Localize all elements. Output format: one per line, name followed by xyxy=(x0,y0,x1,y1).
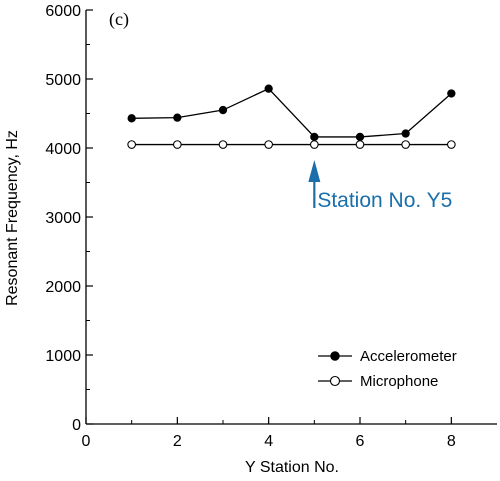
x-tick-label: 2 xyxy=(173,433,182,450)
ticks: 0 1000 2000 3000 4000 5000 6000 0 2 4 6 8 xyxy=(45,3,455,450)
data-point xyxy=(401,129,410,138)
data-point xyxy=(264,84,273,93)
y-tick-label: 5000 xyxy=(45,72,81,89)
data-point xyxy=(127,114,136,123)
data-point xyxy=(355,140,365,149)
data-point xyxy=(310,132,319,142)
y-tick-label: 4000 xyxy=(45,141,81,158)
data-point xyxy=(401,140,411,149)
y-tick-label: 2000 xyxy=(45,279,81,296)
series-line xyxy=(131,87,452,138)
legend-marker xyxy=(329,375,341,387)
annotation-label: Station No. Y5 xyxy=(317,189,452,212)
x-tick-label: 8 xyxy=(447,433,456,450)
data-point xyxy=(447,89,456,98)
x-tick-label: 0 xyxy=(82,433,91,450)
legend: Accelerometer Microphone xyxy=(318,348,457,390)
data-point xyxy=(218,140,228,149)
data-point xyxy=(173,113,182,122)
y-tick-label: 0 xyxy=(72,417,81,434)
data-point xyxy=(355,132,365,142)
y-tick-label: 3000 xyxy=(45,210,81,227)
y-tick-label: 6000 xyxy=(45,3,81,20)
data-point xyxy=(446,140,456,149)
annotation-layer: Station No. Y5 xyxy=(308,160,452,212)
data-point xyxy=(127,140,137,149)
y-tick-label: 1000 xyxy=(45,348,81,365)
legend-label: Microphone xyxy=(360,373,438,390)
data-point xyxy=(264,140,274,149)
x-axis-title: Y Station No. xyxy=(245,459,339,476)
panel-label: (c) xyxy=(109,9,129,30)
data-point xyxy=(218,105,228,115)
series-accelerometer xyxy=(127,84,456,142)
legend-marker xyxy=(330,351,340,361)
series-layer xyxy=(127,84,456,149)
data-point xyxy=(172,140,182,149)
series-microphone xyxy=(127,140,456,149)
x-tick-label: 6 xyxy=(356,433,365,450)
data-point xyxy=(309,140,319,149)
annotation-arrow-head xyxy=(308,160,321,182)
legend-label: Accelerometer xyxy=(360,348,457,365)
y-axis-title: Resonant Frequency, Hz xyxy=(4,130,21,306)
x-tick-label: 4 xyxy=(264,433,273,450)
